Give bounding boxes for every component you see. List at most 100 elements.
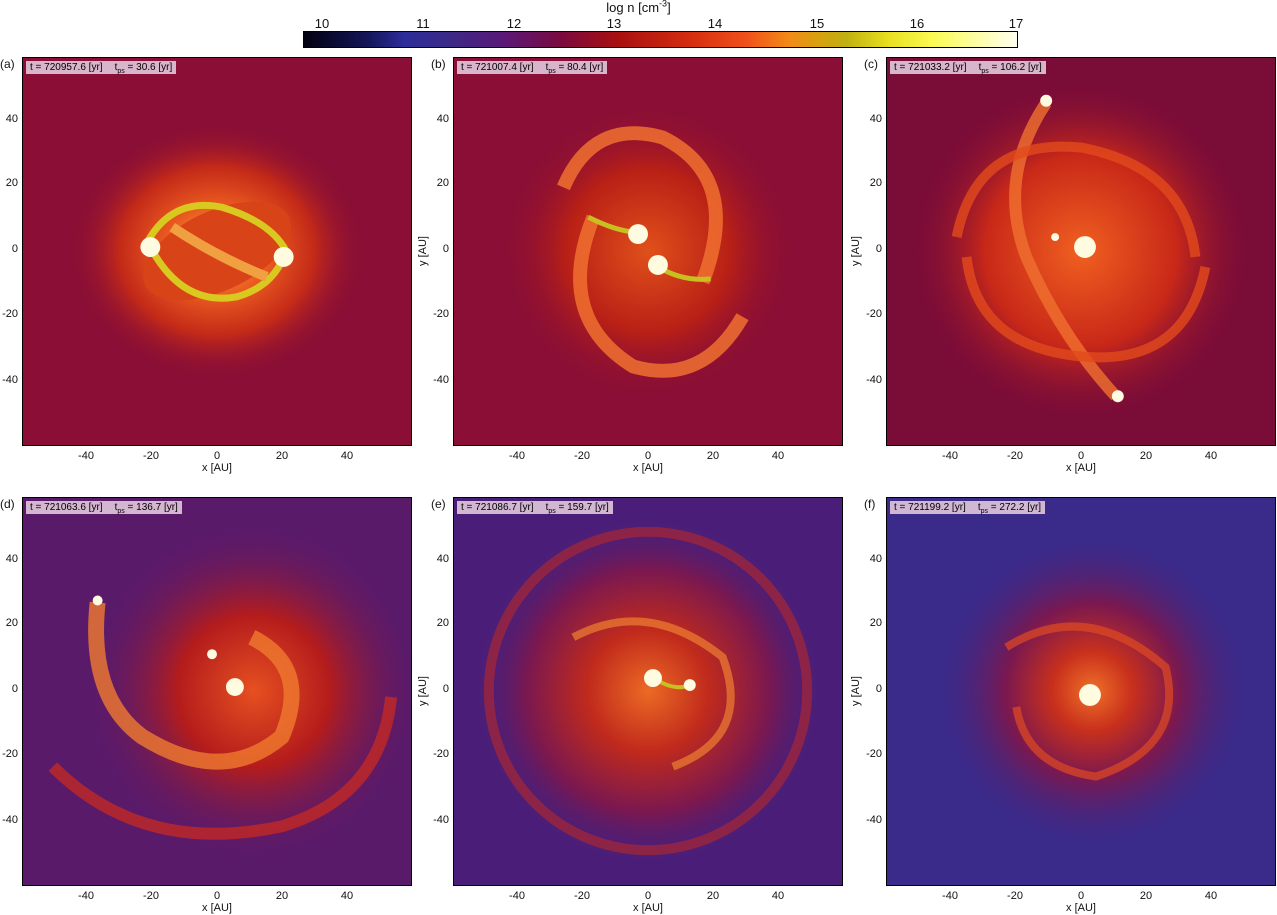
x-tick-label: -20 [143, 890, 159, 902]
y-tick-label: 0 [11, 243, 18, 255]
colorbar-tick: 17 [1008, 16, 1024, 31]
x-tick-label: -40 [942, 890, 958, 902]
y-tick-label: 40 [436, 553, 449, 565]
density-map: t = 721199.2 [yr] tps = 272.2 [yr] [886, 497, 1276, 886]
time-value: t = 721063.6 [yr] [30, 502, 103, 513]
colorbar-tick: 10 [314, 16, 330, 31]
time-value: t = 721033.2 [yr] [894, 62, 967, 73]
y-tick-label: 20 [5, 177, 18, 189]
colorbar-tick: 15 [809, 16, 825, 31]
tps-subscript: ps [117, 68, 125, 75]
tps-value: = 272.2 [yr] [988, 502, 1042, 513]
y-tick-label: 20 [869, 177, 882, 189]
y-axis-label: y [AU] [417, 236, 429, 266]
time-stamp: t = 721063.6 [yr] tps = 136.7 [yr] [26, 501, 182, 515]
time-value: t = 721086.7 [yr] [461, 502, 534, 513]
tps-symbol: t [114, 62, 118, 73]
y-tick-label: 0 [442, 683, 449, 695]
time-value: t = 720957.6 [yr] [30, 62, 103, 73]
y-tick-label: -20 [2, 748, 18, 760]
x-tick-label: -40 [509, 450, 525, 462]
colorbar [303, 31, 1018, 48]
y-tick-label: -40 [433, 814, 449, 826]
y-tick-label: -40 [866, 374, 882, 386]
time-value: t = 721007.4 [yr] [461, 62, 534, 73]
density-field-image [906, 76, 1256, 426]
tps-subscript: ps [981, 68, 989, 75]
y-axis-label: y [AU] [417, 676, 429, 706]
y-tick-label: 0 [875, 683, 882, 695]
y-tick-label: -20 [2, 308, 18, 320]
x-tick-label: 40 [771, 890, 785, 902]
y-tick-label: 40 [5, 553, 18, 565]
tps-subscript: ps [548, 508, 556, 515]
tps-value: = 136.7 [yr] [124, 502, 178, 513]
x-tick-label: 0 [644, 890, 652, 902]
tps-subscript: ps [548, 68, 556, 75]
y-tick-label: 0 [11, 683, 18, 695]
x-axis-label: x [AU] [633, 462, 663, 474]
density-map: t = 720957.6 [yr] tps = 30.6 [yr] [22, 57, 412, 446]
tps-symbol: t [545, 62, 549, 73]
colorbar-tick: 11 [416, 16, 430, 31]
x-tick-label: -40 [78, 890, 94, 902]
y-axis-label: y [AU] [850, 236, 862, 266]
panel-label: (b) [431, 57, 446, 71]
time-stamp: t = 721007.4 [yr] tps = 80.4 [yr] [457, 61, 608, 75]
y-tick-label: 0 [875, 243, 882, 255]
time-stamp: t = 721086.7 [yr] tps = 159.7 [yr] [457, 501, 613, 515]
x-tick-label: 0 [213, 450, 221, 462]
time-stamp: t = 720957.6 [yr] tps = 30.6 [yr] [26, 61, 177, 75]
y-tick-label: -20 [866, 308, 882, 320]
tps-value: = 80.4 [yr] [555, 62, 604, 73]
y-tick-label: -40 [433, 374, 449, 386]
time-stamp: t = 721033.2 [yr] tps = 106.2 [yr] [890, 61, 1046, 75]
tps-value: = 106.2 [yr] [988, 62, 1042, 73]
panel-label: (f) [864, 497, 876, 511]
y-axis-label: y [AU] [850, 676, 862, 706]
density-map: t = 721007.4 [yr] tps = 80.4 [yr] [453, 57, 843, 446]
colorbar-tick: 16 [909, 16, 925, 31]
panel-label: (a) [0, 57, 15, 71]
panel-label: (c) [864, 57, 878, 71]
x-tick-label: -20 [1007, 450, 1023, 462]
panel-label: (e) [431, 497, 446, 511]
x-tick-label: -40 [78, 450, 94, 462]
time-value: t = 721199.2 [yr] [894, 502, 966, 513]
y-tick-label: 0 [442, 243, 449, 255]
x-tick-label: 20 [275, 890, 289, 902]
y-tick-label: 20 [436, 617, 449, 629]
density-field-image [926, 531, 1246, 851]
density-map: t = 721033.2 [yr] tps = 106.2 [yr] [886, 57, 1276, 446]
colorbar-tick: 13 [606, 16, 622, 31]
colorbar-title-end: ] [667, 0, 671, 15]
x-axis-label: x [AU] [202, 462, 232, 474]
tps-symbol: t [114, 502, 118, 513]
tps-subscript: ps [980, 508, 988, 515]
x-tick-label: 40 [1204, 450, 1218, 462]
x-tick-label: 20 [1139, 450, 1153, 462]
density-field-image [48, 521, 407, 861]
y-tick-label: 40 [5, 113, 18, 125]
density-map: t = 721063.6 [yr] tps = 136.7 [yr] [22, 497, 412, 886]
colorbar-title-text: log n [cm [606, 0, 660, 15]
colorbar-title: log n [cm-3] [0, 0, 1277, 16]
y-tick-label: 20 [5, 617, 18, 629]
density-map: t = 721086.7 [yr] tps = 159.7 [yr] [453, 497, 843, 886]
x-axis-label: x [AU] [1066, 902, 1096, 914]
x-tick-label: 40 [1204, 890, 1218, 902]
y-tick-label: -20 [866, 748, 882, 760]
density-field-image [498, 101, 798, 401]
x-tick-label: -20 [574, 450, 590, 462]
x-tick-label: 20 [706, 450, 720, 462]
x-tick-label: 20 [1139, 890, 1153, 902]
colorbar-title-exponent: -3 [659, 0, 668, 9]
y-tick-label: 20 [436, 177, 449, 189]
x-tick-label: 0 [1077, 450, 1085, 462]
x-tick-label: 40 [340, 890, 354, 902]
x-tick-label: -20 [143, 450, 159, 462]
x-axis-label: x [AU] [1066, 462, 1096, 474]
x-axis-label: x [AU] [202, 902, 232, 914]
y-tick-label: 20 [869, 617, 882, 629]
y-tick-label: -20 [433, 308, 449, 320]
